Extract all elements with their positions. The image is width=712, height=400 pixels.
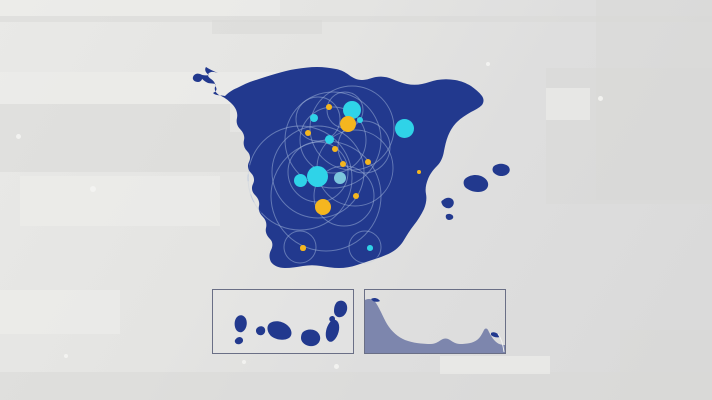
la-graciosa-island — [329, 315, 335, 323]
data-bubble-19 — [416, 169, 422, 175]
profile-inset-svg — [365, 297, 505, 353]
data-bubble-15 — [339, 160, 347, 168]
profile-mark-right — [491, 332, 500, 338]
background-speck-2 — [334, 364, 339, 369]
background-speck-5 — [486, 62, 490, 66]
background-band-1 — [0, 16, 712, 22]
orbit-ring-10 — [337, 120, 391, 174]
background-speck-0 — [16, 134, 21, 139]
spain-landmass — [192, 67, 510, 268]
la-palma-island — [234, 315, 247, 333]
background-band-6 — [0, 290, 120, 334]
background-speck-6 — [242, 360, 246, 364]
background-speck-4 — [64, 354, 68, 358]
el-hierro-island — [234, 336, 244, 345]
data-bubble-4 — [310, 114, 318, 122]
canary-islands-inset — [212, 289, 354, 354]
data-bubble-16 — [365, 159, 371, 165]
fuerteventura-island — [325, 319, 340, 342]
data-bubble-13 — [305, 130, 311, 136]
la-gomera-island — [255, 326, 266, 336]
data-bubble-1 — [394, 118, 414, 138]
orbit-ring-9 — [295, 96, 341, 142]
data-bubble-18 — [300, 245, 306, 251]
data-bubble-14 — [332, 146, 338, 152]
data-bubble-2 — [306, 165, 328, 187]
background-band-4 — [0, 132, 290, 172]
orbit-ring-2 — [309, 85, 395, 171]
background-speck-3 — [598, 96, 603, 101]
tenerife-island — [267, 321, 292, 340]
data-bubble-6 — [357, 117, 363, 123]
data-bubble-3 — [293, 173, 307, 187]
background-speck-1 — [90, 186, 96, 192]
profile-inset — [364, 289, 506, 354]
data-bubble-10 — [315, 199, 331, 215]
data-bubble-8 — [334, 172, 346, 184]
profile-silhouette — [365, 299, 505, 353]
orbit-ring-11 — [283, 230, 317, 264]
data-bubble-12 — [326, 104, 332, 110]
data-bubble-11 — [343, 116, 353, 126]
orbit-ring-5 — [247, 125, 353, 231]
background-band-13 — [440, 356, 550, 374]
canary-islands-svg — [234, 300, 348, 347]
data-bubble-0 — [343, 101, 361, 119]
background-band-10 — [546, 88, 590, 120]
data-bubble-17 — [352, 192, 360, 200]
data-bubble-5 — [324, 134, 334, 144]
ibiza-island — [441, 197, 454, 209]
profile-trace-line — [497, 333, 505, 353]
background-band-5 — [20, 176, 220, 226]
formentera-island — [445, 213, 454, 220]
background-band-7 — [212, 20, 322, 34]
orbit-ring-3 — [271, 125, 365, 219]
mallorca-island — [463, 174, 489, 192]
background-band-0 — [0, 0, 280, 16]
orbit-ring-1 — [299, 106, 367, 174]
orbit-ring-0 — [284, 91, 382, 189]
data-bubble-7 — [367, 245, 373, 251]
galicia-tip — [192, 73, 203, 82]
background-band-3 — [0, 104, 230, 132]
profile-mark-left — [371, 297, 380, 302]
lanzarote-island — [334, 300, 348, 318]
menorca-island — [492, 163, 510, 177]
spain-peninsula-shape — [200, 67, 484, 268]
background-band-12 — [0, 372, 712, 400]
gran-canaria-island — [301, 329, 321, 347]
